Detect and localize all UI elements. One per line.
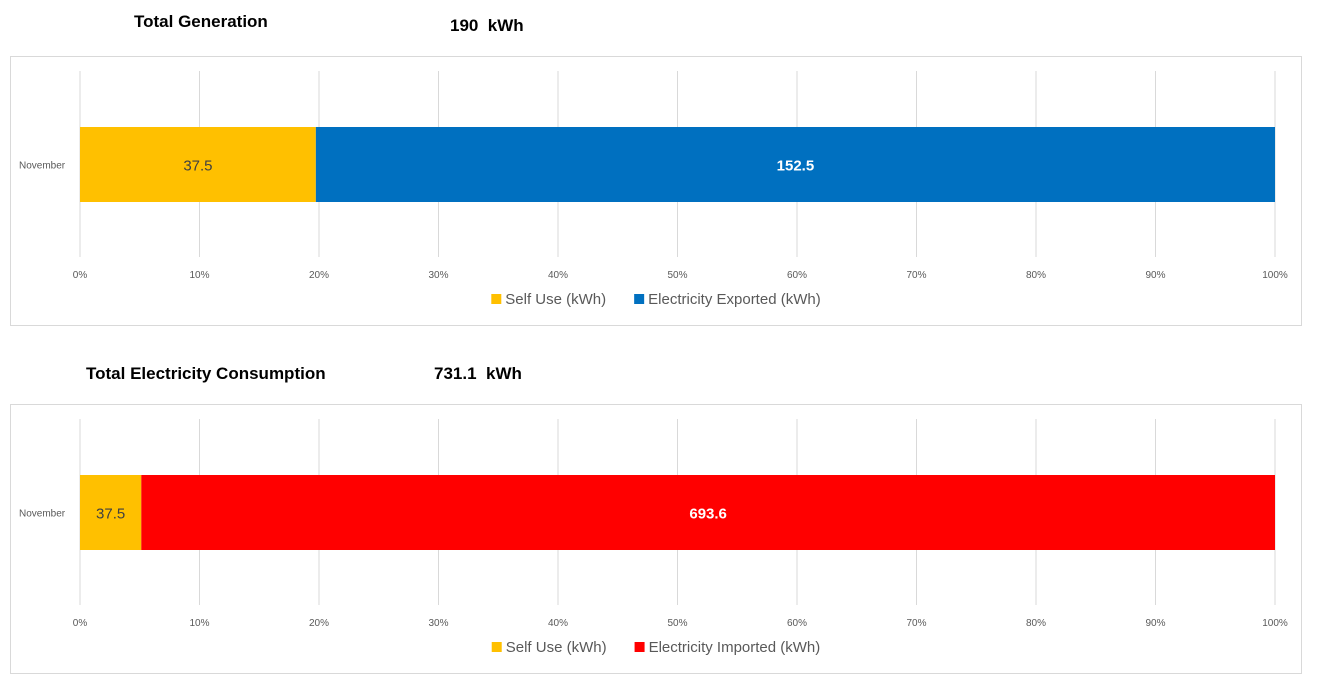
x-tick-label: 50%: [667, 270, 687, 281]
legend-label: Self Use (kWh): [505, 291, 606, 308]
x-tick-label: 0%: [73, 618, 88, 629]
category-label: November: [19, 161, 66, 172]
x-tick-label: 40%: [548, 270, 568, 281]
chart-title: Total Generation: [134, 12, 268, 31]
x-tick-label: 40%: [548, 618, 568, 629]
x-tick-label: 30%: [428, 618, 448, 629]
total-value: 731.1 kWh: [434, 364, 522, 383]
legend-label: Self Use (kWh): [506, 639, 607, 656]
x-tick-label: 100%: [1262, 618, 1288, 629]
legend-label: Electricity Imported (kWh): [649, 639, 821, 656]
x-tick-label: 10%: [189, 270, 209, 281]
x-tick-label: 80%: [1026, 270, 1046, 281]
x-tick-label: 90%: [1145, 618, 1165, 629]
data-label: 693.6: [689, 506, 727, 523]
x-tick-label: 70%: [906, 618, 926, 629]
chart-svg: 0% 10% 20% 30% 40% 50% 60% 70% 80% 90% 100% Novembe…: [19, 419, 1288, 656]
category-label: November: [19, 509, 66, 520]
data-label: 37.5: [96, 506, 125, 523]
chart-title: Total Electricity Consumption: [86, 364, 326, 383]
legend: Self Use (kWh) Electricity Imported (kWh): [491, 639, 821, 656]
bar-segment: [141, 475, 1275, 550]
bar-segment: [80, 127, 316, 202]
legend-swatch: [491, 294, 502, 304]
x-tick-label: 100%: [1262, 270, 1288, 281]
x-tick-label: 70%: [906, 270, 926, 281]
legend-label: Electricity Exported (kWh): [648, 291, 821, 308]
data-label: 152.5: [777, 158, 815, 175]
x-tick-label: 90%: [1145, 270, 1165, 281]
legend: Self Use (kWh) Electricity Exported (kWh): [491, 291, 821, 308]
data-label: 37.5: [183, 158, 212, 175]
x-tick-label: 50%: [667, 618, 687, 629]
chart-svg: 0% 10% 20% 30% 40% 50% 60% 70% 80% 90% 100% Novembe…: [19, 71, 1288, 308]
x-tick-label: 20%: [309, 618, 329, 629]
x-tick-label: 0%: [73, 270, 88, 281]
x-tick-label: 30%: [428, 270, 448, 281]
x-tick-label: 80%: [1026, 618, 1046, 629]
legend-swatch: [634, 294, 645, 304]
bar-segment: [315, 127, 1276, 202]
total-value: 190 kWh: [450, 16, 524, 35]
x-tick-label: 10%: [189, 618, 209, 629]
x-tick-label: 20%: [309, 270, 329, 281]
chart-generation: 0% 10% 20% 30% 40% 50% 60% 70% 80% 90% 100% Novembe…: [10, 56, 1302, 326]
legend-swatch: [491, 642, 502, 652]
chart-consumption: 0% 10% 20% 30% 40% 50% 60% 70% 80% 90% 100% Novembe…: [10, 404, 1302, 674]
x-tick-label: 60%: [787, 270, 807, 281]
legend-swatch: [634, 642, 645, 652]
x-tick-label: 60%: [787, 618, 807, 629]
bar-segment: [80, 475, 142, 550]
